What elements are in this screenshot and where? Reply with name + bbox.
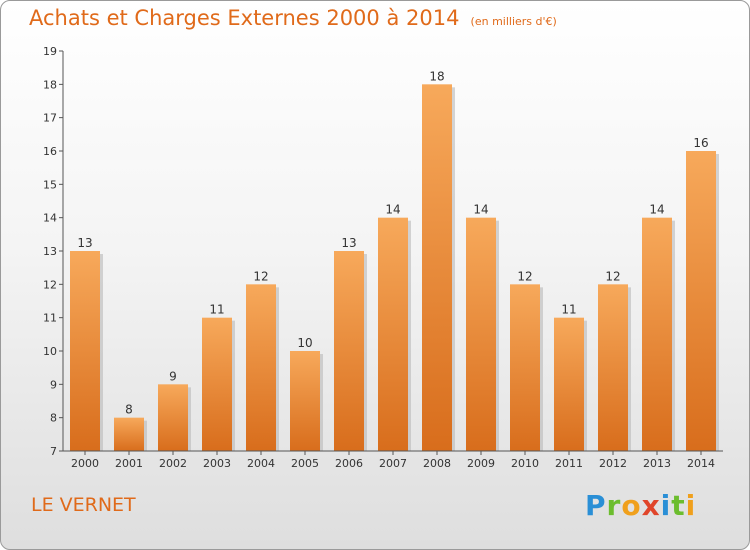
data-label-2009: 14 — [473, 203, 488, 217]
x-tick-label-2011: 2011 — [555, 457, 583, 470]
data-label-2005: 10 — [297, 336, 312, 350]
bar-2011 — [554, 317, 584, 451]
data-label-2002: 9 — [169, 369, 177, 383]
x-tick-label-2012: 2012 — [599, 457, 627, 470]
place-name: LE VERNET — [31, 494, 136, 516]
bar-2003 — [202, 317, 232, 451]
x-tick-label-2002: 2002 — [159, 457, 187, 470]
data-label-2012: 12 — [605, 269, 620, 283]
x-tick-label-2004: 2004 — [247, 457, 275, 470]
bar-2014 — [686, 151, 716, 451]
data-label-2007: 14 — [385, 203, 400, 217]
chart-title-text: Achats et Charges Externes 2000 à 2014 — [29, 6, 460, 30]
y-tick-label: 15 — [43, 178, 57, 191]
bar-2009 — [466, 217, 496, 451]
proxiti-logo: Proxiti — [585, 489, 697, 522]
data-label-2006: 13 — [341, 236, 356, 250]
data-label-2013: 14 — [649, 203, 664, 217]
y-tick-label: 9 — [50, 378, 57, 391]
x-tick-label-2010: 2010 — [511, 457, 539, 470]
x-tick-label-2000: 2000 — [71, 457, 99, 470]
y-tick-label: 17 — [43, 112, 57, 125]
y-tick-label: 8 — [50, 412, 57, 425]
x-tick-label-2008: 2008 — [423, 457, 451, 470]
x-tick-label-2003: 2003 — [203, 457, 231, 470]
x-tick-label-2001: 2001 — [115, 457, 143, 470]
y-tick-label: 10 — [43, 345, 57, 358]
bar-2010 — [510, 284, 540, 451]
y-tick-label: 11 — [43, 312, 57, 325]
bar-2007 — [378, 217, 408, 451]
x-tick-label-2007: 2007 — [379, 457, 407, 470]
bar-2008 — [422, 84, 452, 451]
x-tick-label-2009: 2009 — [467, 457, 495, 470]
bar-2005 — [290, 351, 320, 451]
data-label-2001: 8 — [125, 403, 133, 417]
x-tick-label-2014: 2014 — [687, 457, 715, 470]
y-tick-label: 18 — [43, 78, 57, 91]
bar-2004 — [246, 284, 276, 451]
y-tick-label: 12 — [43, 278, 57, 291]
bar-2006 — [334, 251, 364, 451]
data-label-2004: 12 — [253, 269, 268, 283]
x-tick-label-2006: 2006 — [335, 457, 363, 470]
bar-2000 — [70, 251, 100, 451]
data-label-2000: 13 — [77, 236, 92, 250]
data-label-2014: 16 — [693, 136, 708, 150]
axes-group: 7 8 9 10 11 12 13 14 15 16 17 18 19 2000 2001 2002 2003 2… — [43, 45, 723, 470]
x-tick-label-2005: 2005 — [291, 457, 319, 470]
data-label-2011: 11 — [561, 303, 576, 317]
data-label-2008: 18 — [429, 69, 444, 83]
bar-2002 — [158, 384, 188, 451]
y-tick-label: 13 — [43, 245, 57, 258]
data-label-2010: 12 — [517, 269, 532, 283]
bar-2001 — [114, 417, 144, 451]
data-label-2003: 11 — [209, 303, 224, 317]
x-tick-label-2013: 2013 — [643, 457, 671, 470]
chart-title: Achats et Charges Externes 2000 à 2014 (… — [29, 6, 557, 30]
bar-2013 — [642, 217, 672, 451]
bars-group: 13 8 9 11 12 10 13 14 18 14 12 11 12 14 16 — [70, 69, 719, 451]
y-tick-label: 14 — [43, 212, 57, 225]
y-tick-label: 16 — [43, 145, 57, 158]
chart-unit-text: (en milliers d'€) — [470, 15, 557, 28]
y-tick-label: 19 — [43, 45, 57, 58]
y-tick-label: 7 — [50, 445, 57, 458]
bar-2012 — [598, 284, 628, 451]
